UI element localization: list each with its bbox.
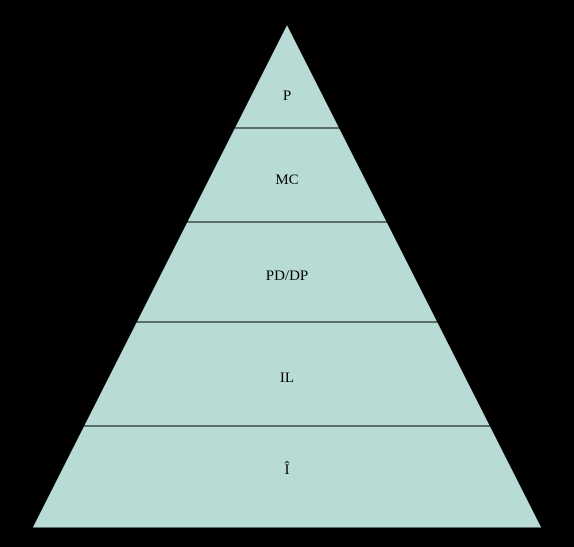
pyramid-tier-label-1: MC [275, 172, 298, 189]
pyramid-tier-label-3: IL [280, 370, 294, 387]
pyramid-tier-label-2: PD/DP [266, 268, 309, 285]
pyramid-tier-label-4: Î [285, 462, 290, 479]
pyramid-tier-label-0: P [283, 88, 291, 105]
